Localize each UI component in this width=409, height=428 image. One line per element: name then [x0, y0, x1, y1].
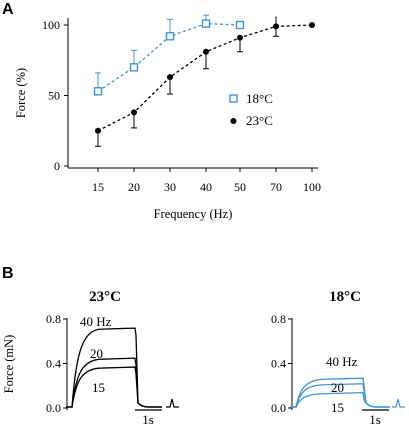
data-point-18c — [129, 63, 139, 72]
traces-23c: 23°C 0.0 0.4 0.8 Force (mN) 40 Hz 20 15 1s — [2, 289, 179, 427]
x-tick-label: 15 — [92, 180, 104, 194]
x-tick-label: 40 — [200, 180, 212, 194]
y-tick-label: 0.0 — [46, 401, 61, 415]
legend: 18°C 23°C — [229, 91, 273, 128]
x-tick-label: 20 — [128, 180, 140, 194]
panel-a-letter: A — [2, 1, 14, 18]
traces-23c-title: 23°C — [89, 289, 121, 305]
scale-bar-label-23c: 1s — [142, 412, 154, 427]
traces-18c-lines — [290, 377, 405, 408]
x-tick-label: 70 — [270, 180, 282, 194]
trace-label-15-18c: 15 — [331, 400, 344, 415]
x-tick-label: 50 — [234, 180, 246, 194]
panel-b-letter: B — [2, 265, 14, 282]
y-axis-title: Force (%) — [14, 68, 28, 118]
data-point-18c — [235, 20, 245, 30]
y-tick-label: 0 — [54, 159, 60, 173]
y-tick-label: 0.0 — [271, 401, 286, 415]
legend-label-23c: 23°C — [246, 113, 273, 128]
trace-label-15-23c: 15 — [92, 380, 105, 395]
twitch-trace — [166, 398, 179, 408]
y-tick-label: 100 — [42, 18, 60, 32]
y-tick-label: 0.4 — [46, 357, 61, 371]
data-point-23c — [167, 74, 173, 81]
scale-bar-label-18c: 1s — [369, 412, 381, 427]
x-axis-title: Frequency (Hz) — [154, 207, 233, 221]
x-tick-label: 30 — [164, 180, 176, 194]
legend-label-18c: 18°C — [246, 91, 273, 106]
trace-label-40hz-18c: 40 Hz — [326, 354, 358, 369]
force-trace — [66, 366, 162, 408]
traces-18c: 18°C 0.0 0.4 0.8 40 Hz 20 15 1s — [271, 289, 405, 427]
data-point-23c — [203, 48, 209, 55]
y-tick-label: 0.4 — [271, 357, 286, 371]
y-tick-label: 0.8 — [271, 312, 286, 326]
twitch-trace — [392, 398, 405, 408]
series-line-23c — [97, 24, 313, 132]
trace-label-20-18c: 20 — [331, 380, 344, 395]
y-ticks: 0 50 100 — [42, 18, 68, 173]
data-point-18c — [165, 32, 175, 41]
frequency-force-chart: 0 50 100 15 20 30 40 50 70 100 Force (%) Frequen… — [14, 14, 321, 221]
trace-label-40hz-23c: 40 Hz — [80, 314, 112, 329]
force-trace — [290, 391, 390, 408]
force-trace — [66, 357, 162, 408]
data-point-18c — [201, 19, 211, 28]
y-tick-label: 50 — [48, 89, 60, 103]
x-ticks: 15 20 30 40 50 70 100 — [92, 168, 321, 194]
data-point-23c — [131, 109, 137, 116]
traces-23c-lines — [66, 327, 179, 408]
data-point-23c — [95, 127, 101, 134]
trace-label-20-23c: 20 — [90, 346, 103, 361]
legend-marker-18c — [229, 94, 238, 103]
legend-marker-23c — [230, 118, 237, 124]
data-point-23c — [309, 22, 315, 28]
traces-23c-y-title: Force (mN) — [2, 335, 16, 394]
data-point-23c — [237, 34, 243, 41]
data-point-23c — [273, 23, 279, 30]
x-tick-label: 100 — [303, 180, 321, 194]
series-group — [93, 14, 315, 147]
data-point-18c — [93, 87, 103, 96]
traces-23c-y-ticks: 0.0 0.4 0.8 — [46, 312, 67, 415]
traces-18c-y-ticks: 0.0 0.4 0.8 — [271, 312, 292, 415]
traces-18c-title: 18°C — [329, 289, 361, 305]
y-tick-label: 0.8 — [46, 312, 61, 326]
